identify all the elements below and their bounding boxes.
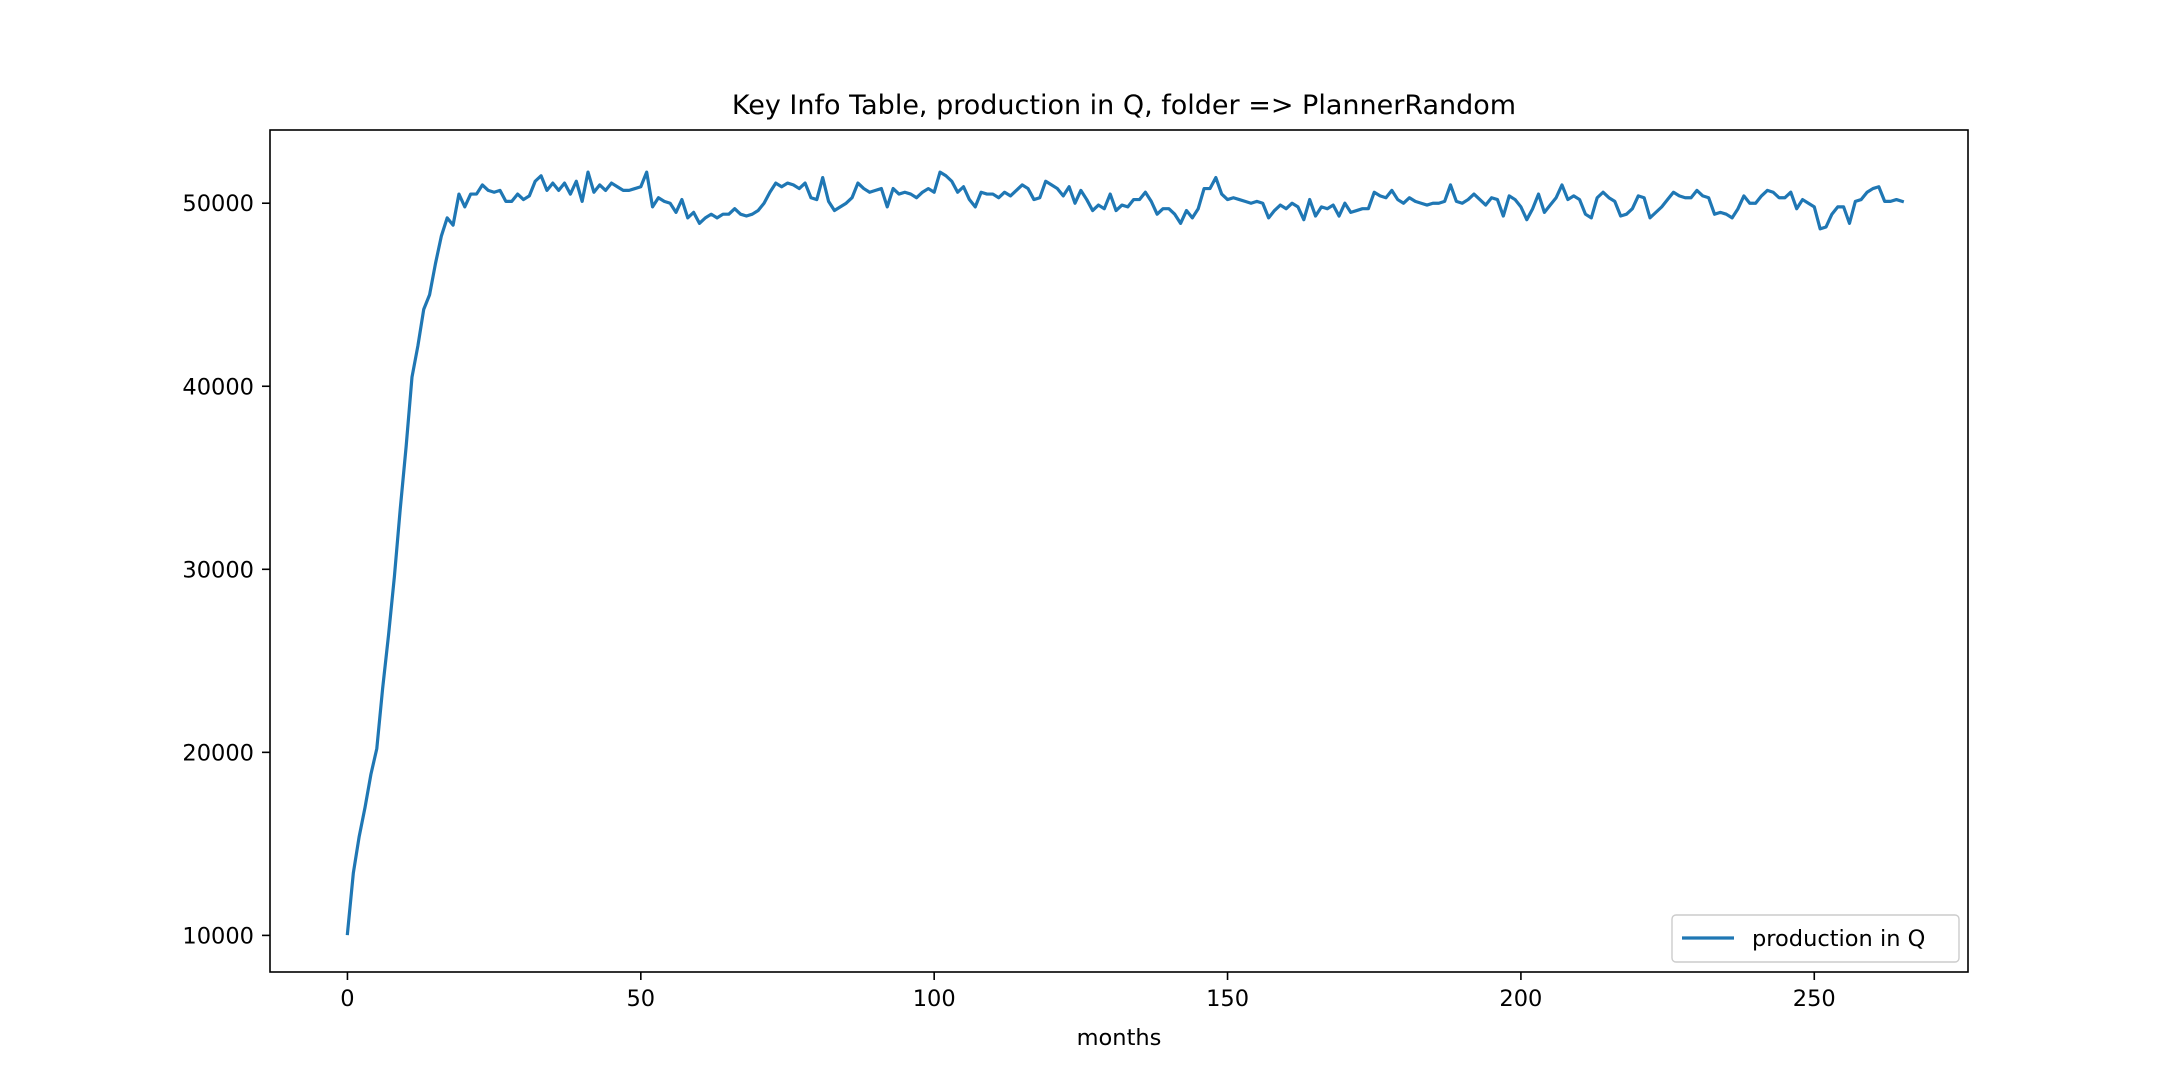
x-axis: 0 50 100 150 200 250	[340, 972, 1836, 1012]
x-axis-label: months	[1077, 1025, 1162, 1051]
x-tick-label: 250	[1793, 986, 1836, 1012]
y-tick-label: 20000	[182, 740, 254, 766]
series-layer	[345, 170, 1905, 936]
plot-area-frame	[269, 129, 1969, 973]
y-axis: 10000 20000 30000 40000 50000	[182, 191, 270, 949]
y-tick-label: 30000	[182, 557, 254, 583]
x-tick-label: 200	[1499, 986, 1542, 1012]
legend-label: production in Q	[1752, 926, 1925, 952]
legend[interactable]: production in Q	[1671, 914, 1960, 963]
x-tick-label: 150	[1206, 986, 1249, 1012]
series-line-production-in-q	[345, 170, 1905, 936]
x-tick-label: 50	[626, 986, 655, 1012]
y-tick-label: 40000	[182, 374, 254, 400]
x-tick-label: 100	[913, 986, 956, 1012]
chart-title: Key Info Table, production in Q, folder …	[732, 90, 1516, 121]
x-tick-label: 0	[340, 986, 354, 1012]
legend-box	[1671, 914, 1960, 963]
y-tick-label: 50000	[182, 191, 254, 217]
y-tick-label: 10000	[182, 923, 254, 949]
